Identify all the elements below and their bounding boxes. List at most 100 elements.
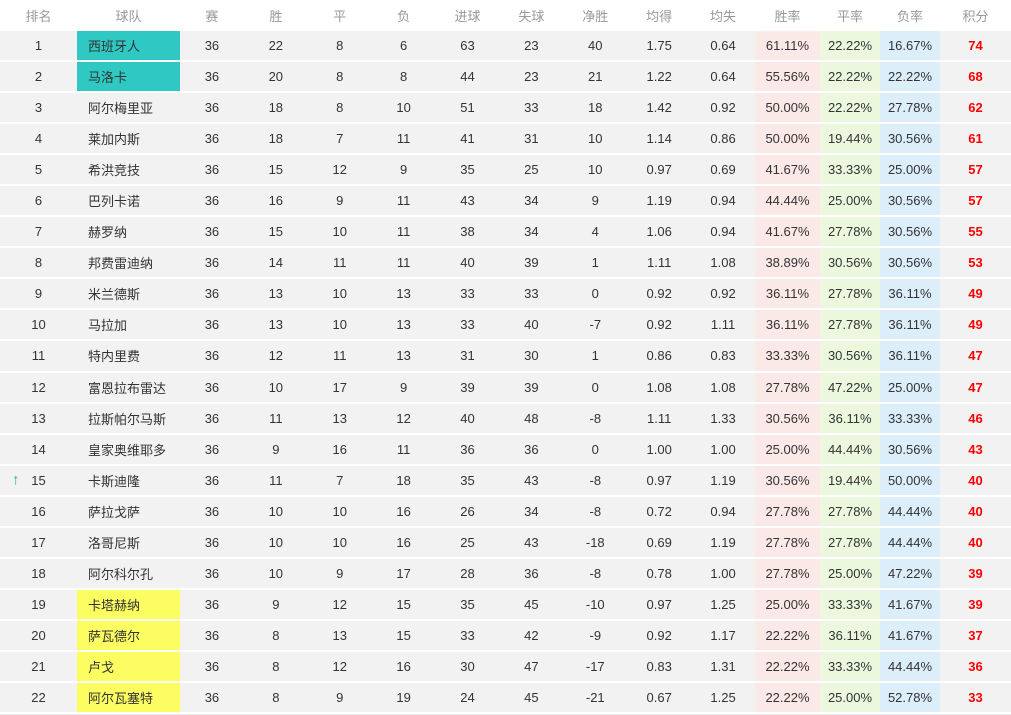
- played-cell: 36: [180, 341, 244, 370]
- win-cell: 11: [244, 404, 308, 433]
- goals_against-cell: 25: [499, 155, 563, 184]
- loss-value: 9: [399, 162, 408, 178]
- loss-cell: 9: [372, 373, 436, 402]
- goals_against-value: 48: [524, 410, 539, 426]
- avg_for-value: 0.97: [646, 596, 672, 612]
- draw_rate-value: 36.11%: [828, 410, 872, 426]
- column-header-win_rate: 胜率: [774, 9, 801, 24]
- team-value: 米兰德斯: [88, 287, 141, 303]
- goals_against-cell: 48: [499, 404, 563, 433]
- avg_against-value: 0.86: [710, 131, 736, 147]
- avg_against-cell: 0.64: [691, 62, 755, 91]
- avg_for-cell: 1.11: [627, 248, 691, 277]
- table-row: 18 阿尔科尔孔 36 10 9 17 28 36 -8 0.78 1.00 27.78% 25.00%…: [0, 558, 1011, 590]
- loss-cell: 8: [372, 62, 436, 91]
- win_rate-value: 50.00%: [765, 131, 810, 147]
- win_rate-cell: 38.89%: [755, 248, 820, 278]
- loss-value: 18: [396, 472, 411, 488]
- goals_for-value: 40: [460, 410, 475, 426]
- points-cell: 49: [940, 279, 1011, 308]
- rank-cell: 20: [0, 621, 77, 650]
- loss-cell: 19: [372, 683, 436, 712]
- win-cell: 9: [244, 435, 308, 464]
- points-cell: 33: [940, 683, 1011, 712]
- draw-cell: 9: [308, 683, 372, 712]
- goal_diff-cell: -8: [563, 559, 627, 588]
- draw-cell: 11: [308, 248, 372, 277]
- loss-value: 16: [396, 503, 411, 519]
- goals_for-cell: 51: [436, 93, 500, 122]
- avg_for-cell: 1.42: [627, 93, 691, 122]
- draw-cell: 13: [308, 621, 372, 650]
- rank-cell: 1: [0, 31, 77, 60]
- rank-value: 21: [31, 658, 46, 674]
- draw_rate-cell: 27.78%: [820, 217, 880, 247]
- goal_diff-value: 21: [588, 69, 603, 85]
- goals_for-cell: 25: [436, 528, 500, 557]
- goal_diff-cell: 0: [563, 279, 627, 308]
- win-cell: 22: [244, 31, 308, 60]
- win-cell: 10: [244, 497, 308, 526]
- win_rate-cell: 44.44%: [755, 186, 820, 216]
- win-value: 10: [268, 503, 284, 519]
- avg_for-cell: 0.97: [627, 590, 691, 619]
- team-value: 卡塔赫纳: [88, 597, 141, 613]
- loss_rate-value: 30.56%: [887, 131, 933, 147]
- loss_rate-cell: 41.67%: [880, 620, 940, 650]
- avg_for-value: 0.92: [646, 627, 672, 643]
- win-value: 15: [268, 224, 284, 240]
- win_rate-cell: 30.56%: [755, 465, 820, 495]
- win-cell: 13: [244, 279, 308, 308]
- win_rate-value: 22.22%: [765, 690, 810, 705]
- team-cell: 赫罗纳: [77, 217, 180, 246]
- draw_rate-value: 36.11%: [828, 627, 872, 643]
- played-value: 36: [204, 565, 220, 581]
- loss_rate-value: 16.67%: [887, 38, 933, 54]
- avg_against-value: 1.19: [710, 472, 736, 488]
- loss_rate-cell: 44.44%: [880, 651, 940, 681]
- goal_diff-cell: 1: [563, 248, 627, 277]
- played-value: 36: [204, 627, 220, 643]
- header-row: 排名 球队 赛 胜 平 负 进球 失球 净胜 均得 均失 胜率 平率 负率 积分: [0, 0, 1011, 31]
- team-value: 卢戈: [88, 659, 115, 675]
- team-value: 西班牙人: [88, 39, 141, 55]
- loss-cell: 16: [372, 652, 436, 681]
- team-value: 莱加内斯: [88, 132, 141, 148]
- loss_rate-cell: 33.33%: [880, 403, 940, 433]
- team-cell: 米兰德斯: [77, 279, 180, 308]
- avg_against-value: 1.17: [710, 627, 736, 643]
- draw-value: 9: [336, 193, 344, 209]
- avg_for-value: 0.97: [646, 472, 672, 488]
- draw-value: 10: [332, 317, 347, 333]
- table-row: 8 邦费雷迪纳 36 14 11 11 40 39 1 1.11 1.08 38.89% 30.56% 3…: [0, 248, 1011, 280]
- avg_for-value: 1.00: [646, 441, 672, 457]
- team-cell: 富恩拉布雷达: [77, 373, 180, 402]
- win-cell: 18: [244, 93, 308, 122]
- rank-value: 4: [34, 131, 43, 147]
- played-cell: 36: [180, 404, 244, 433]
- goals_against-cell: 34: [499, 217, 563, 246]
- points-cell: 47: [940, 341, 1011, 370]
- draw-value: 10: [332, 286, 347, 302]
- avg_against-cell: 1.19: [691, 466, 755, 495]
- avg_for-cell: 0.83: [627, 652, 691, 681]
- win-cell: 8: [244, 683, 308, 712]
- played-cell: 36: [180, 621, 244, 650]
- team-cell: 马拉加: [77, 310, 180, 339]
- loss-cell: 11: [372, 217, 436, 246]
- goal_diff-value: 1: [591, 348, 599, 364]
- points-value: 37: [968, 627, 983, 643]
- draw-cell: 11: [308, 341, 372, 370]
- played-value: 36: [204, 100, 220, 116]
- win_rate-value: 36.11%: [765, 317, 810, 333]
- column-header-played: 赛: [205, 9, 219, 24]
- loss-cell: 11: [372, 186, 436, 215]
- draw_rate-cell: 33.33%: [820, 155, 880, 185]
- avg_for-value: 1.11: [646, 410, 672, 426]
- goal_diff-value: -8: [589, 503, 602, 519]
- avg_against-value: 1.08: [710, 255, 736, 271]
- avg_for-cell: 0.72: [627, 497, 691, 526]
- rank-value: 14: [31, 441, 46, 457]
- team-value: 阿尔科尔孔: [88, 566, 154, 582]
